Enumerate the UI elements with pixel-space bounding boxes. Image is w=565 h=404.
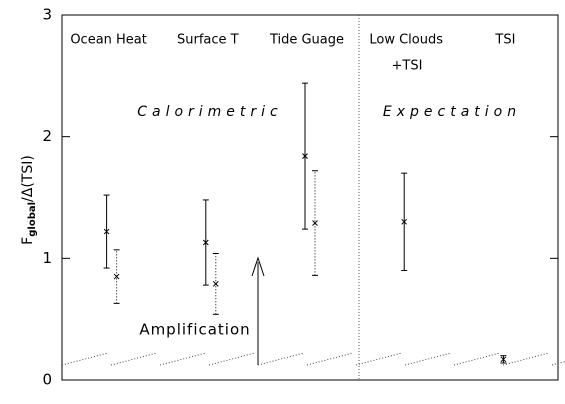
- y-label-part: global: [27, 202, 38, 237]
- arrow: [251, 256, 265, 365]
- y-label-part: F: [20, 237, 36, 245]
- annotation: Calorimetric: [137, 104, 283, 120]
- point: [312, 220, 318, 226]
- point: [113, 273, 120, 280]
- y-tick-label: 3: [42, 6, 52, 24]
- category-label: Surface T: [177, 33, 239, 48]
- point: [500, 356, 507, 363]
- category-note: +TSI: [392, 59, 423, 74]
- category-label: Ocean Heat: [70, 33, 147, 48]
- point: [212, 281, 219, 287]
- point: [103, 228, 110, 235]
- annotation: Amplification: [139, 321, 250, 339]
- point: [302, 153, 308, 159]
- point: [202, 239, 209, 246]
- y-tick-label: 1: [42, 249, 52, 267]
- category-label: TSI: [494, 33, 515, 48]
- category-label: Low Clouds: [369, 33, 443, 48]
- y-label-part: /Δ(TSI): [20, 155, 36, 202]
- y-tick-label: 2: [42, 127, 52, 145]
- point: [401, 218, 408, 225]
- baseline-hatch: [61, 352, 565, 366]
- y-tick-label: 0: [42, 371, 52, 389]
- y-axis-label: Fglobal/Δ(TSI): [20, 155, 38, 245]
- plot-frame: [61, 14, 559, 381]
- annotation: Expectation: [383, 104, 521, 120]
- category-label: Tide Guage: [269, 33, 344, 48]
